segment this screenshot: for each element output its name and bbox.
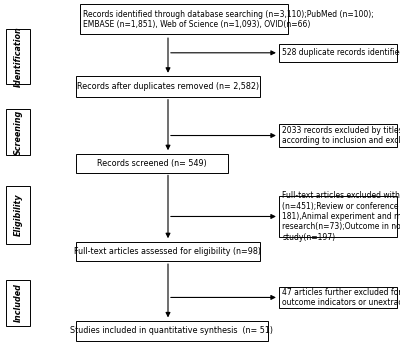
Text: Records identified through database searching (n=3,110);PubMed (n=100);
EMBASE (: Records identified through database sear…: [83, 10, 374, 29]
FancyBboxPatch shape: [279, 124, 397, 147]
FancyBboxPatch shape: [76, 242, 260, 261]
FancyBboxPatch shape: [279, 196, 397, 237]
FancyBboxPatch shape: [76, 154, 228, 173]
FancyBboxPatch shape: [80, 5, 288, 34]
Text: Eligibility: Eligibility: [14, 193, 22, 236]
Text: Records after duplicates removed (n= 2,582): Records after duplicates removed (n= 2,5…: [77, 82, 259, 91]
FancyBboxPatch shape: [6, 280, 30, 326]
Text: 528 duplicate records identified and excluded: 528 duplicate records identified and exc…: [282, 48, 400, 57]
FancyBboxPatch shape: [76, 321, 268, 341]
Text: Screening: Screening: [14, 109, 22, 155]
Text: Included: Included: [14, 283, 22, 322]
Text: Full-text articles assessed for eligibility (n=98): Full-text articles assessed for eligibil…: [74, 247, 262, 256]
Text: Studies included in quantitative synthesis  (n= 51): Studies included in quantitative synthes…: [70, 326, 274, 335]
FancyBboxPatch shape: [76, 76, 260, 97]
FancyBboxPatch shape: [279, 44, 397, 62]
Text: 47 articles further excluded for inconsistent
outcome indicators or unextractabl: 47 articles further excluded for inconsi…: [282, 288, 400, 307]
Text: Identification: Identification: [14, 26, 22, 87]
FancyBboxPatch shape: [6, 186, 30, 244]
FancyBboxPatch shape: [6, 29, 30, 84]
Text: Full-text articles excluded with reasons
(n=451);Review or conference abstract (: Full-text articles excluded with reasons…: [282, 191, 400, 242]
FancyBboxPatch shape: [6, 109, 30, 155]
FancyBboxPatch shape: [279, 287, 397, 308]
Text: 2033 records excluded by titles and abstracts
according to inclusion and exclusi: 2033 records excluded by titles and abst…: [282, 126, 400, 145]
Text: Records screened (n= 549): Records screened (n= 549): [97, 159, 207, 168]
